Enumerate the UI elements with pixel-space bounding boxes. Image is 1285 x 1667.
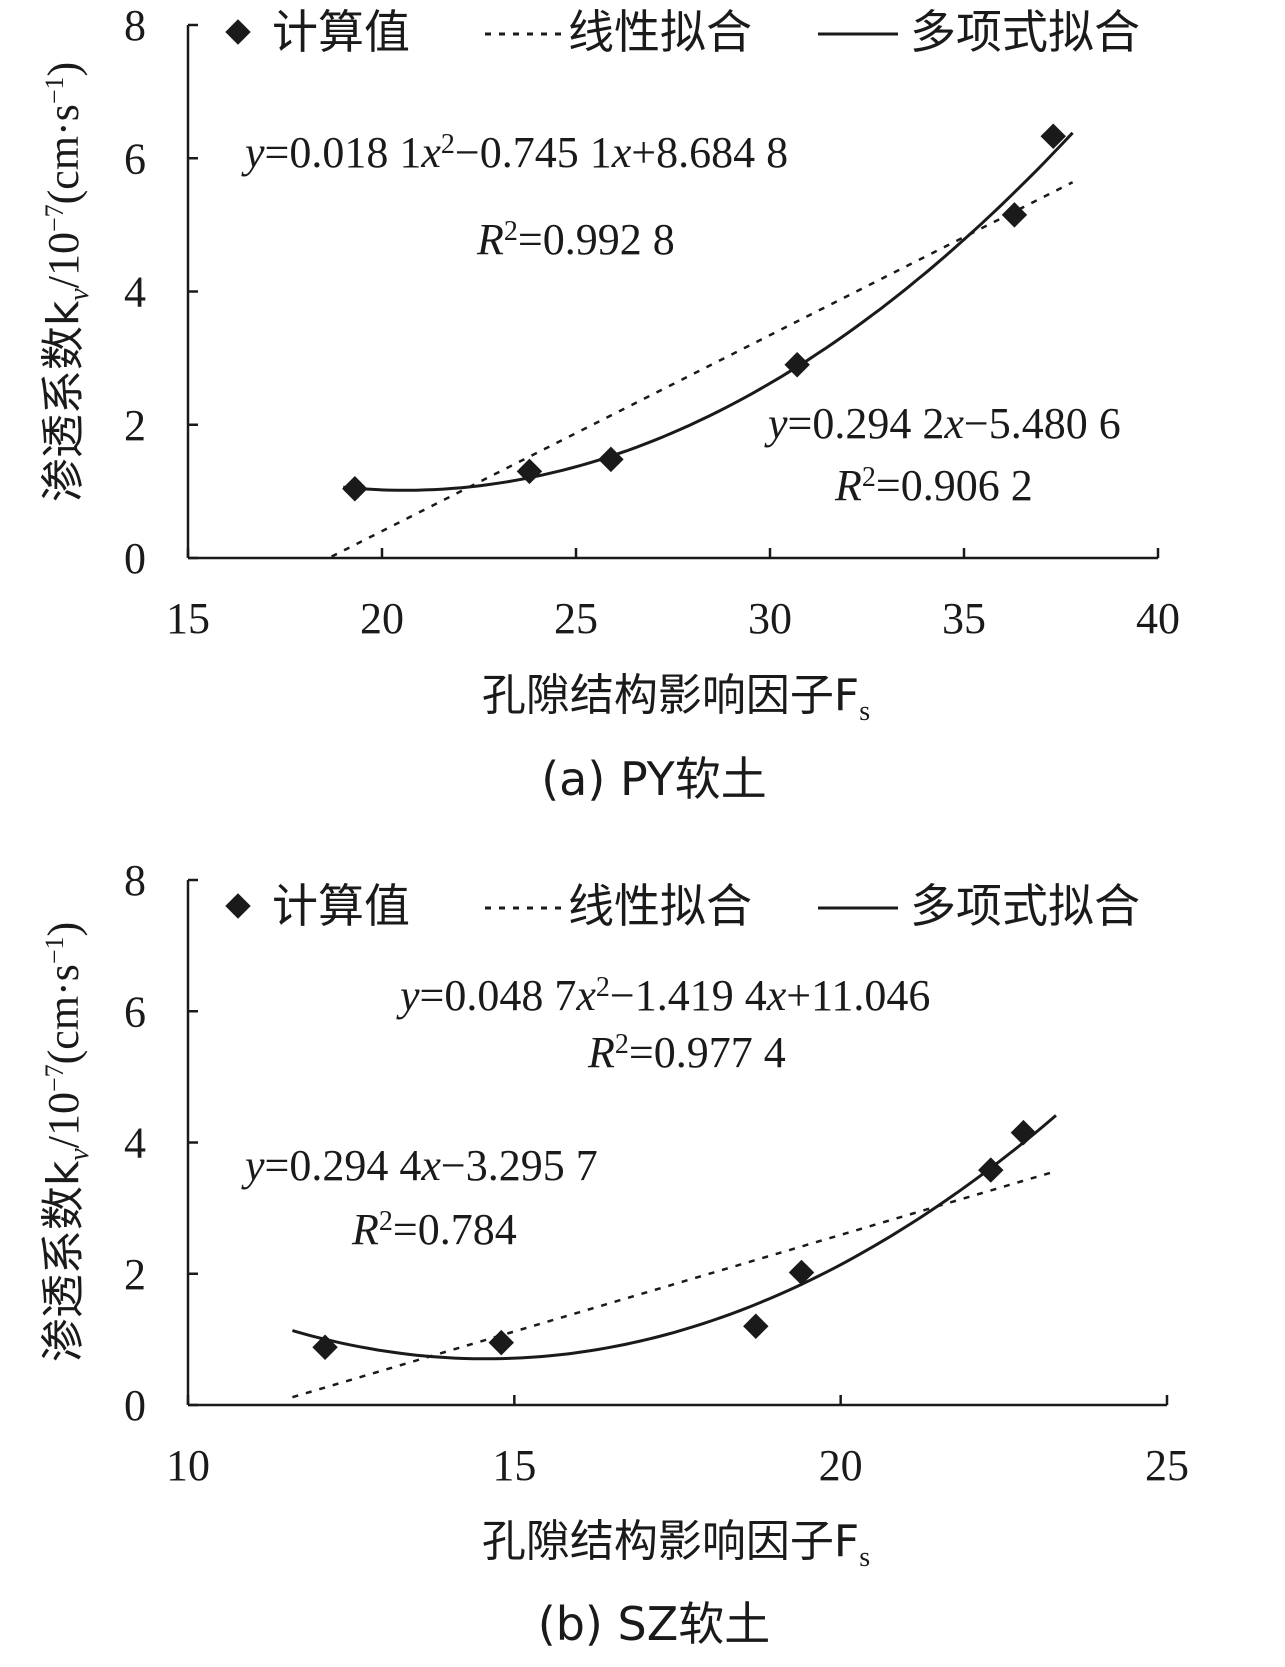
ticks-b: 10 15 20 25 0 2 4 6 8 bbox=[124, 856, 1189, 1490]
legend-label-poly: 多项式拟合 bbox=[910, 879, 1140, 933]
linear-r2-a: R2=0.906 2 bbox=[834, 461, 1033, 510]
data-point bbox=[784, 352, 810, 378]
linear-fit-line bbox=[292, 1169, 1057, 1399]
linear-equation-b: y=0.294 4x−3.295 7 bbox=[241, 1141, 598, 1190]
legend-label-poly: 多项式拟合 bbox=[910, 5, 1140, 59]
legend-b: 计算值 线性拟合 多项式拟合 bbox=[225, 879, 1140, 933]
y-tick-label: 2 bbox=[124, 401, 146, 450]
x-tick-label: 25 bbox=[554, 594, 598, 643]
x-axis-title-a: 孔隙结构影响因子Fs bbox=[482, 670, 870, 727]
poly-r2-b: R2=0.977 4 bbox=[587, 1028, 786, 1077]
x-tick-label: 40 bbox=[1136, 594, 1180, 643]
fit-lines-a bbox=[330, 131, 1074, 558]
data-point bbox=[342, 475, 368, 502]
y-tick-label: 8 bbox=[124, 856, 146, 905]
x-tick-label: 35 bbox=[942, 594, 986, 643]
poly-fit-curve bbox=[291, 1114, 1057, 1361]
x-tick-label: 30 bbox=[748, 594, 792, 643]
chart-caption-a: (a) PY软土 bbox=[541, 752, 767, 806]
x-tick-label: 25 bbox=[1145, 1441, 1189, 1490]
data-point bbox=[743, 1313, 769, 1339]
y-tick-label: 4 bbox=[124, 268, 146, 317]
legend-label-scatter: 计算值 bbox=[272, 879, 410, 933]
legend-a: 计算值 线性拟合 多项式拟合 bbox=[225, 5, 1140, 59]
x-tick-label: 10 bbox=[166, 1441, 210, 1490]
x-tick-label: 15 bbox=[492, 1441, 536, 1490]
linear-r2-b: R2=0.784 bbox=[351, 1205, 517, 1254]
y-tick-label: 6 bbox=[124, 134, 146, 183]
chart-a: 15 20 25 30 35 40 0 2 4 6 8 计算值 线性拟合 多项式拟合 y=0.018… bbox=[38, 1, 1180, 806]
data-point bbox=[516, 458, 543, 485]
y-tick-label: 0 bbox=[124, 534, 146, 583]
x-tick-label: 20 bbox=[360, 594, 404, 643]
ticks-a: 15 20 25 30 35 40 0 2 4 6 8 bbox=[124, 1, 1180, 643]
data-point bbox=[1010, 1119, 1037, 1146]
linear-equation-a: y=0.294 2x−5.480 6 bbox=[764, 399, 1121, 448]
x-axis-title-b: 孔隙结构影响因子Fs bbox=[482, 1516, 870, 1573]
y-tick-label: 0 bbox=[124, 1381, 146, 1430]
data-point bbox=[1001, 202, 1028, 228]
x-tick-label: 20 bbox=[819, 1441, 863, 1490]
y-tick-label: 2 bbox=[124, 1250, 146, 1299]
linear-fit-line bbox=[330, 181, 1074, 558]
legend-label-scatter: 计算值 bbox=[272, 5, 410, 59]
legend-marker-scatter bbox=[225, 19, 251, 45]
x-tick-label: 15 bbox=[166, 594, 210, 643]
y-tick-label: 8 bbox=[124, 1, 146, 50]
data-points-a bbox=[342, 123, 1066, 502]
y-axis-title-a: 渗透系数kv/10−7(cm·s−1) bbox=[38, 62, 95, 502]
legend-label-linear: 线性拟合 bbox=[568, 5, 752, 59]
legend-label-linear: 线性拟合 bbox=[568, 879, 752, 933]
y-axis-title-b: 渗透系数kv/10−7(cm·s−1) bbox=[38, 922, 95, 1362]
poly-r2-a: R2=0.992 8 bbox=[476, 215, 675, 264]
chart-caption-b: (b) SZ软土 bbox=[538, 1597, 770, 1651]
poly-equation-b: y=0.048 7x2−1.419 4x+11.046 bbox=[396, 971, 930, 1020]
legend-marker-scatter bbox=[225, 893, 251, 919]
poly-fit-curve bbox=[343, 131, 1074, 492]
poly-equation-a: y=0.018 1x2−0.745 1x+8.684 8 bbox=[241, 128, 788, 177]
fit-lines-b bbox=[291, 1114, 1057, 1399]
y-tick-label: 6 bbox=[124, 987, 146, 1036]
data-point bbox=[598, 446, 624, 473]
chart-b: 10 15 20 25 0 2 4 6 8 计算值 线性拟合 多项式拟合 y=0.048 7x2… bbox=[38, 856, 1189, 1651]
y-tick-label: 4 bbox=[124, 1119, 146, 1168]
